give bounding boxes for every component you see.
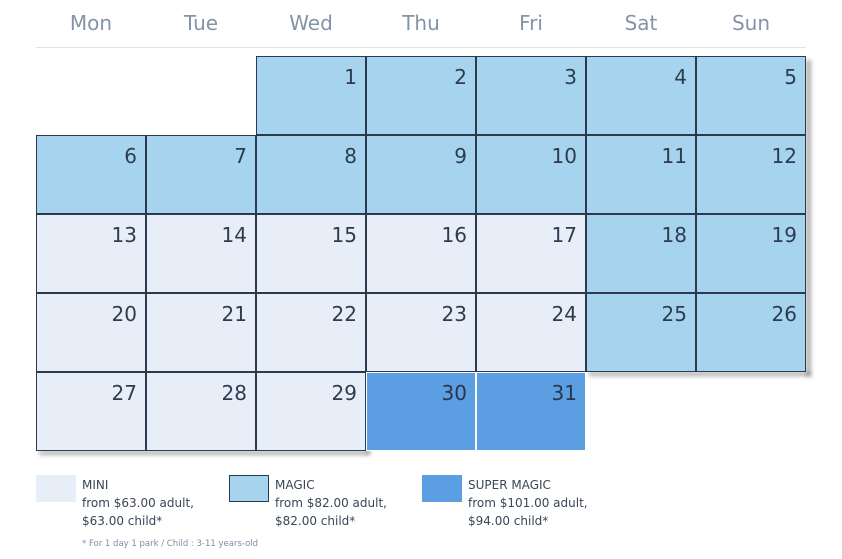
day-number: 6 — [124, 144, 137, 168]
weekday-label-tue: Tue — [183, 11, 219, 35]
weekday-label-mon: Mon — [69, 11, 113, 35]
calendar-day-9[interactable]: 9 — [366, 135, 476, 214]
calendar-day-8[interactable]: 8 — [256, 135, 366, 214]
legend-adult: from $82.00 adult, — [275, 496, 387, 510]
day-number: 27 — [111, 381, 137, 405]
day-number: 18 — [661, 223, 687, 247]
calendar-day-1[interactable]: 1 — [256, 56, 366, 135]
day-number: 3 — [564, 65, 577, 89]
day-number: 13 — [111, 223, 137, 247]
calendar-day-13[interactable]: 13 — [36, 214, 146, 293]
legend-text: MINI from $63.00 adult, $63.00 child* — [82, 476, 194, 530]
day-number: 16 — [441, 223, 467, 247]
day-number: 5 — [784, 65, 797, 89]
weekday-label-sun: Sun — [731, 11, 771, 35]
day-number: 24 — [551, 302, 577, 326]
weekday-label-sat: Sat — [624, 11, 658, 35]
legend-name: SUPER MAGIC — [468, 478, 551, 492]
weekday-label-wed: Wed — [289, 11, 333, 35]
cell-shadow — [806, 60, 811, 376]
weekday-label-fri: Fri — [519, 11, 543, 35]
calendar-day-21[interactable]: 21 — [146, 293, 256, 372]
calendar-day-30[interactable]: 30 — [366, 372, 476, 451]
day-number: 2 — [454, 65, 467, 89]
day-number: 10 — [551, 144, 577, 168]
legend-adult: from $101.00 adult, — [468, 496, 588, 510]
calendar-day-6[interactable]: 6 — [36, 135, 146, 214]
calendar-day-16[interactable]: 16 — [366, 214, 476, 293]
calendar-day-29[interactable]: 29 — [256, 372, 366, 451]
footnote: * For 1 day 1 park / Child : 3-11 years-… — [82, 539, 259, 549]
calendar-day-7[interactable]: 7 — [146, 135, 256, 214]
legend-swatch — [36, 475, 76, 502]
day-number: 31 — [551, 381, 577, 405]
calendar-day-2[interactable]: 2 — [366, 56, 476, 135]
legend-swatch — [422, 475, 462, 502]
day-number: 30 — [441, 381, 467, 405]
legend-name: MAGIC — [275, 478, 315, 492]
calendar-day-28[interactable]: 28 — [146, 372, 256, 451]
weekday-header — [36, 0, 806, 48]
day-number: 14 — [221, 223, 247, 247]
calendar-day-18[interactable]: 18 — [586, 214, 696, 293]
day-number: 26 — [771, 302, 797, 326]
cell-shadow — [589, 372, 811, 376]
calendar-day-3[interactable]: 3 — [476, 56, 586, 135]
day-number: 21 — [221, 302, 247, 326]
legend-swatch — [229, 475, 269, 502]
legend-name: MINI — [82, 478, 109, 492]
day-number: 23 — [441, 302, 467, 326]
legend-text: MAGIC from $82.00 adult, $82.00 child* — [275, 476, 387, 530]
calendar-day-23[interactable]: 23 — [366, 293, 476, 372]
day-number: 20 — [111, 302, 137, 326]
day-number: 8 — [344, 144, 357, 168]
calendar-day-11[interactable]: 11 — [586, 135, 696, 214]
calendar-day-12[interactable]: 12 — [696, 135, 806, 214]
day-number: 15 — [331, 223, 357, 247]
calendar-day-10[interactable]: 10 — [476, 135, 586, 214]
calendar-day-17[interactable]: 17 — [476, 214, 586, 293]
day-number: 4 — [674, 65, 687, 89]
calendar-day-20[interactable]: 20 — [36, 293, 146, 372]
calendar-day-24[interactable]: 24 — [476, 293, 586, 372]
calendar-day-27[interactable]: 27 — [36, 372, 146, 451]
legend-child: $82.00 child* — [275, 514, 356, 528]
cell-shadow — [39, 451, 369, 455]
calendar-day-26[interactable]: 26 — [696, 293, 806, 372]
day-number: 17 — [551, 223, 577, 247]
calendar-day-14[interactable]: 14 — [146, 214, 256, 293]
calendar-day-25[interactable]: 25 — [586, 293, 696, 372]
calendar-day-19[interactable]: 19 — [696, 214, 806, 293]
calendar-day-5[interactable]: 5 — [696, 56, 806, 135]
day-number: 29 — [331, 381, 357, 405]
day-number: 19 — [771, 223, 797, 247]
day-number: 11 — [661, 144, 687, 168]
weekday-label-thu: Thu — [402, 11, 440, 35]
calendar-day-22[interactable]: 22 — [256, 293, 366, 372]
legend-child: $94.00 child* — [468, 514, 549, 528]
day-number: 22 — [331, 302, 357, 326]
calendar-day-4[interactable]: 4 — [586, 56, 696, 135]
calendar-day-31[interactable]: 31 — [476, 372, 586, 451]
day-number: 28 — [221, 381, 247, 405]
calendar-day-15[interactable]: 15 — [256, 214, 366, 293]
legend-child: $63.00 child* — [82, 514, 163, 528]
day-number: 7 — [234, 144, 247, 168]
day-number: 1 — [344, 65, 357, 89]
day-number: 25 — [661, 302, 687, 326]
legend-adult: from $63.00 adult, — [82, 496, 194, 510]
day-number: 12 — [771, 144, 797, 168]
day-number: 9 — [454, 144, 467, 168]
legend-text: SUPER MAGIC from $101.00 adult, $94.00 chi… — [468, 476, 588, 530]
